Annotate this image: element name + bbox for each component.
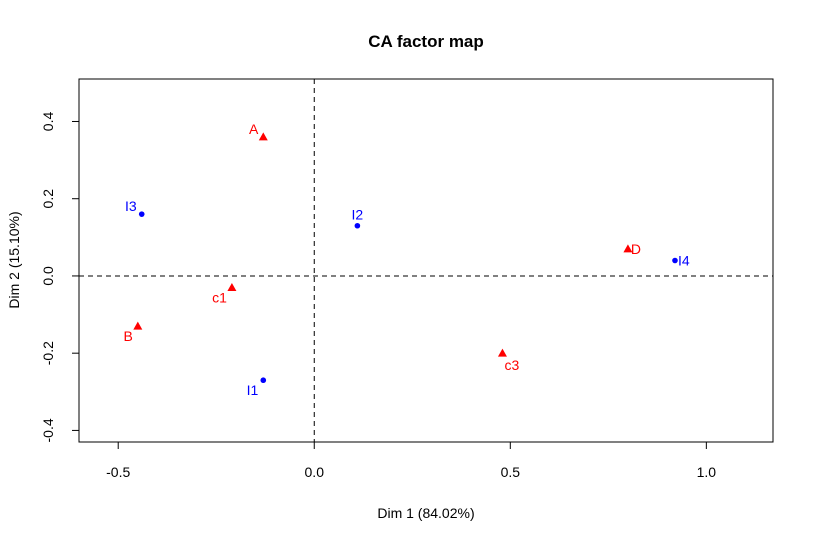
y-tick-label: 0.4 bbox=[40, 112, 56, 132]
point-label-i1: I1 bbox=[247, 382, 259, 398]
point-label-i2: I2 bbox=[352, 207, 364, 223]
chart-title: CA factor map bbox=[368, 32, 484, 51]
data-points: I1 I2 I3 I4 A Bc1 c3 D bbox=[123, 121, 689, 398]
point-i4 bbox=[672, 257, 678, 264]
point-d bbox=[623, 244, 633, 253]
point-i3 bbox=[138, 211, 145, 217]
point-label-b: B bbox=[123, 328, 132, 344]
x-tick-label: 1.0 bbox=[697, 464, 717, 480]
point-label-c3: c3 bbox=[504, 357, 519, 373]
point-c1 bbox=[227, 283, 237, 292]
reference-lines bbox=[79, 79, 773, 442]
point-b bbox=[133, 321, 143, 330]
point-label-i4: I4 bbox=[678, 253, 690, 269]
x-tick-label: 0.5 bbox=[501, 464, 521, 480]
point-c3 bbox=[497, 348, 507, 357]
x-tick-label: -0.5 bbox=[106, 464, 130, 480]
point-label-d: D bbox=[631, 241, 641, 257]
point-a bbox=[258, 132, 268, 141]
y-tick-label: 0.0 bbox=[40, 266, 56, 286]
point-i2 bbox=[354, 222, 361, 229]
x-axis: -0.5 0.0 0.5 1.0 bbox=[106, 441, 717, 480]
point-label-c1: c1 bbox=[212, 290, 227, 306]
y-axis-title: Dim 2 (15.10%) bbox=[6, 211, 22, 308]
y-tick-label: -0.4 bbox=[40, 418, 56, 442]
plot-frame bbox=[78, 78, 774, 443]
point-label-i3: I3 bbox=[125, 198, 137, 214]
point-i1 bbox=[260, 377, 267, 384]
x-axis-title: Dim 1 (84.02%) bbox=[377, 505, 474, 521]
y-tick-label: 0.2 bbox=[40, 189, 56, 209]
point-label-a: A bbox=[249, 121, 259, 137]
y-tick-label: -0.2 bbox=[40, 341, 56, 365]
y-axis: -0.4 -0.2 0.0 0.2 0.4 bbox=[40, 112, 80, 442]
x-tick-label: 0.0 bbox=[305, 464, 325, 480]
